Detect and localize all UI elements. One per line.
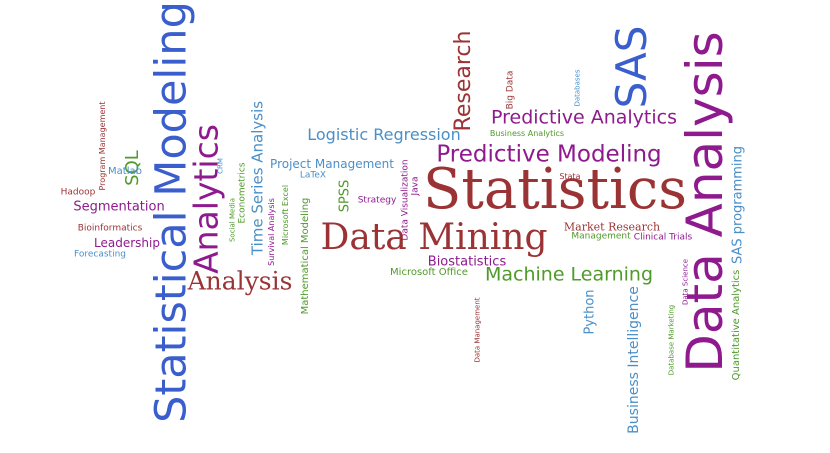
word-analytics: Analytics [186,124,226,274]
word-latex: LaTeX [299,170,327,181]
word-stata: Stata [559,172,581,181]
word-econometrics: Econometrics [237,162,248,224]
word-matlab: Matlab [108,166,142,177]
word-program-management: Program Management [98,101,107,191]
word-research: Research [451,30,476,132]
word-data-management: Data Management [473,297,482,363]
word-sas: SAS [607,25,656,109]
word-data-mining: Data Mining [320,217,548,258]
word-microsoft-office: Microsoft Office [390,267,468,278]
word-data-visualization: Data Visualization [400,159,411,241]
word-predictive-modeling: Predictive Modeling [436,141,662,168]
word-biostatistics: Biostatistics [427,254,507,270]
word-big-data: Big Data [505,70,516,110]
word-clinical-trials: Clinical Trials [633,232,693,243]
word-hadoop: Hadoop [60,187,96,198]
word-python: Python [582,289,598,335]
word-data-science: Data Science [681,258,690,306]
word-market-research: Market Research [563,220,661,234]
word-spss: SPSS [337,179,353,213]
word-business-analytics: Business Analytics [489,129,565,138]
word-logistic-regression: Logistic Regression [307,125,461,144]
word-leadership: Leadership [94,236,160,250]
word-java: Java [410,176,421,196]
word-statistics: Statistics [423,157,687,222]
word-mathematical-modeling: Mathematical Modeling [300,197,311,315]
word-project-management: Project Management [270,157,394,171]
word-quantitative-analytics: Quantitative Analytics [731,269,742,381]
word-database-marketing: Database Marketing [667,304,676,376]
word-data-analysis: Data Analysis [676,31,734,373]
word-crm: CRM [216,158,225,174]
word-business-intelligence: Business Intelligence [626,286,642,434]
word-predictive-analytics: Predictive Analytics [491,106,677,129]
word-analysis: Analysis [187,266,293,296]
word-segmentation: Segmentation [73,199,165,215]
word-machine-learning: Machine Learning [484,263,654,286]
word-survival-analysis: Survival Analysis [267,198,276,266]
word-time-series-analysis: Time Series Analysis [248,100,267,256]
word-databases: Databases [573,69,582,107]
word-microsoft-excel: Microsoft Excel [281,184,290,246]
word-social-media: Social Media [228,197,237,243]
word-strategy: Strategy [357,195,397,206]
word-bioinformatics: Bioinformatics [77,223,143,234]
word-forecasting: Forecasting [73,249,127,260]
word-management: Management [571,231,631,242]
word-sas-programming: SAS programming [730,145,746,265]
